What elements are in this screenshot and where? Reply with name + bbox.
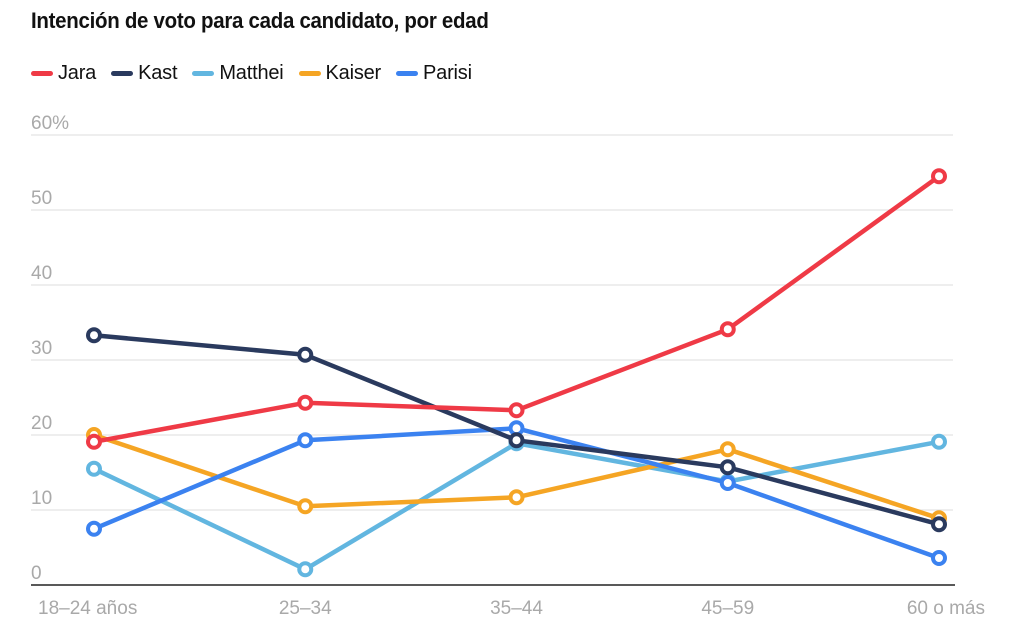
point-matthei — [931, 433, 947, 450]
y-tick-label: 20 — [31, 413, 52, 434]
legend-label-matthei: Matthei — [219, 62, 284, 84]
legend-swatch-kaiser — [298, 71, 321, 76]
series-kast — [86, 327, 947, 533]
point-kaiser — [719, 441, 736, 458]
point-jara — [86, 433, 102, 450]
point-parisi — [86, 520, 102, 537]
y-tick-label: 0 — [31, 563, 42, 584]
y-tick-label: 10 — [31, 488, 52, 509]
legend-label-kaiser: Kaiser — [325, 62, 382, 84]
point-kast — [297, 346, 314, 363]
line-jara — [91, 174, 942, 445]
legend-item-matthei: Matthei — [192, 62, 284, 85]
point-kast — [86, 327, 102, 344]
y-axis-ticks: 0 10 20 30 40 50 60% — [31, 113, 69, 584]
point-matthei — [297, 561, 314, 578]
point-jara — [508, 402, 525, 419]
legend-swatch-jara — [31, 71, 53, 76]
series-kaiser — [86, 427, 947, 527]
y-tick-label: 30 — [31, 338, 52, 359]
legend-item-kaiser: Kaiser — [298, 62, 382, 85]
series-matthei — [86, 433, 947, 578]
point-kaiser — [297, 498, 314, 515]
point-parisi — [297, 432, 314, 449]
point-kast — [508, 432, 525, 449]
point-parisi — [719, 475, 736, 491]
series-jara — [86, 168, 947, 450]
gridlines — [31, 134, 953, 511]
legend-swatch-parisi — [396, 71, 419, 76]
legend: Jara Kast Matthei Kaiser Parisi — [31, 62, 487, 85]
y-tick-label: 50 — [31, 188, 52, 209]
point-jara — [719, 321, 736, 338]
legend-label-parisi: Parisi — [423, 62, 472, 84]
point-matthei — [86, 460, 102, 477]
legend-item-parisi: Parisi — [396, 62, 472, 85]
series-parisi — [86, 420, 947, 566]
legend-item-kast: Kast — [111, 62, 178, 85]
x-tick-label: 45–59 — [701, 598, 754, 619]
point-jara — [931, 168, 947, 185]
legend-label-jara: Jara — [58, 62, 97, 84]
y-tick-label: 60% — [31, 113, 69, 134]
x-tick-label: 35–44 — [490, 598, 543, 619]
point-kast — [719, 459, 736, 476]
legend-swatch-kast — [111, 71, 134, 76]
point-kaiser — [508, 489, 525, 506]
legend-label-kast: Kast — [138, 62, 178, 84]
chart-title: Intención de voto para cada candidato, p… — [31, 8, 489, 33]
point-parisi — [931, 550, 947, 566]
line-matthei — [91, 439, 942, 572]
series-lines — [86, 168, 947, 578]
x-tick-label: 60 o más — [907, 598, 985, 619]
x-tick-label: 18–24 años — [38, 598, 137, 619]
x-tick-label: 25–34 — [279, 598, 332, 619]
legend-swatch-matthei — [192, 71, 215, 76]
point-jara — [297, 394, 314, 411]
y-tick-label: 40 — [31, 263, 52, 284]
point-kast — [931, 516, 947, 533]
legend-item-jara: Jara — [31, 62, 96, 85]
x-axis-ticks: 18–24 años 25–34 35–44 45–59 60 o más — [38, 598, 985, 619]
